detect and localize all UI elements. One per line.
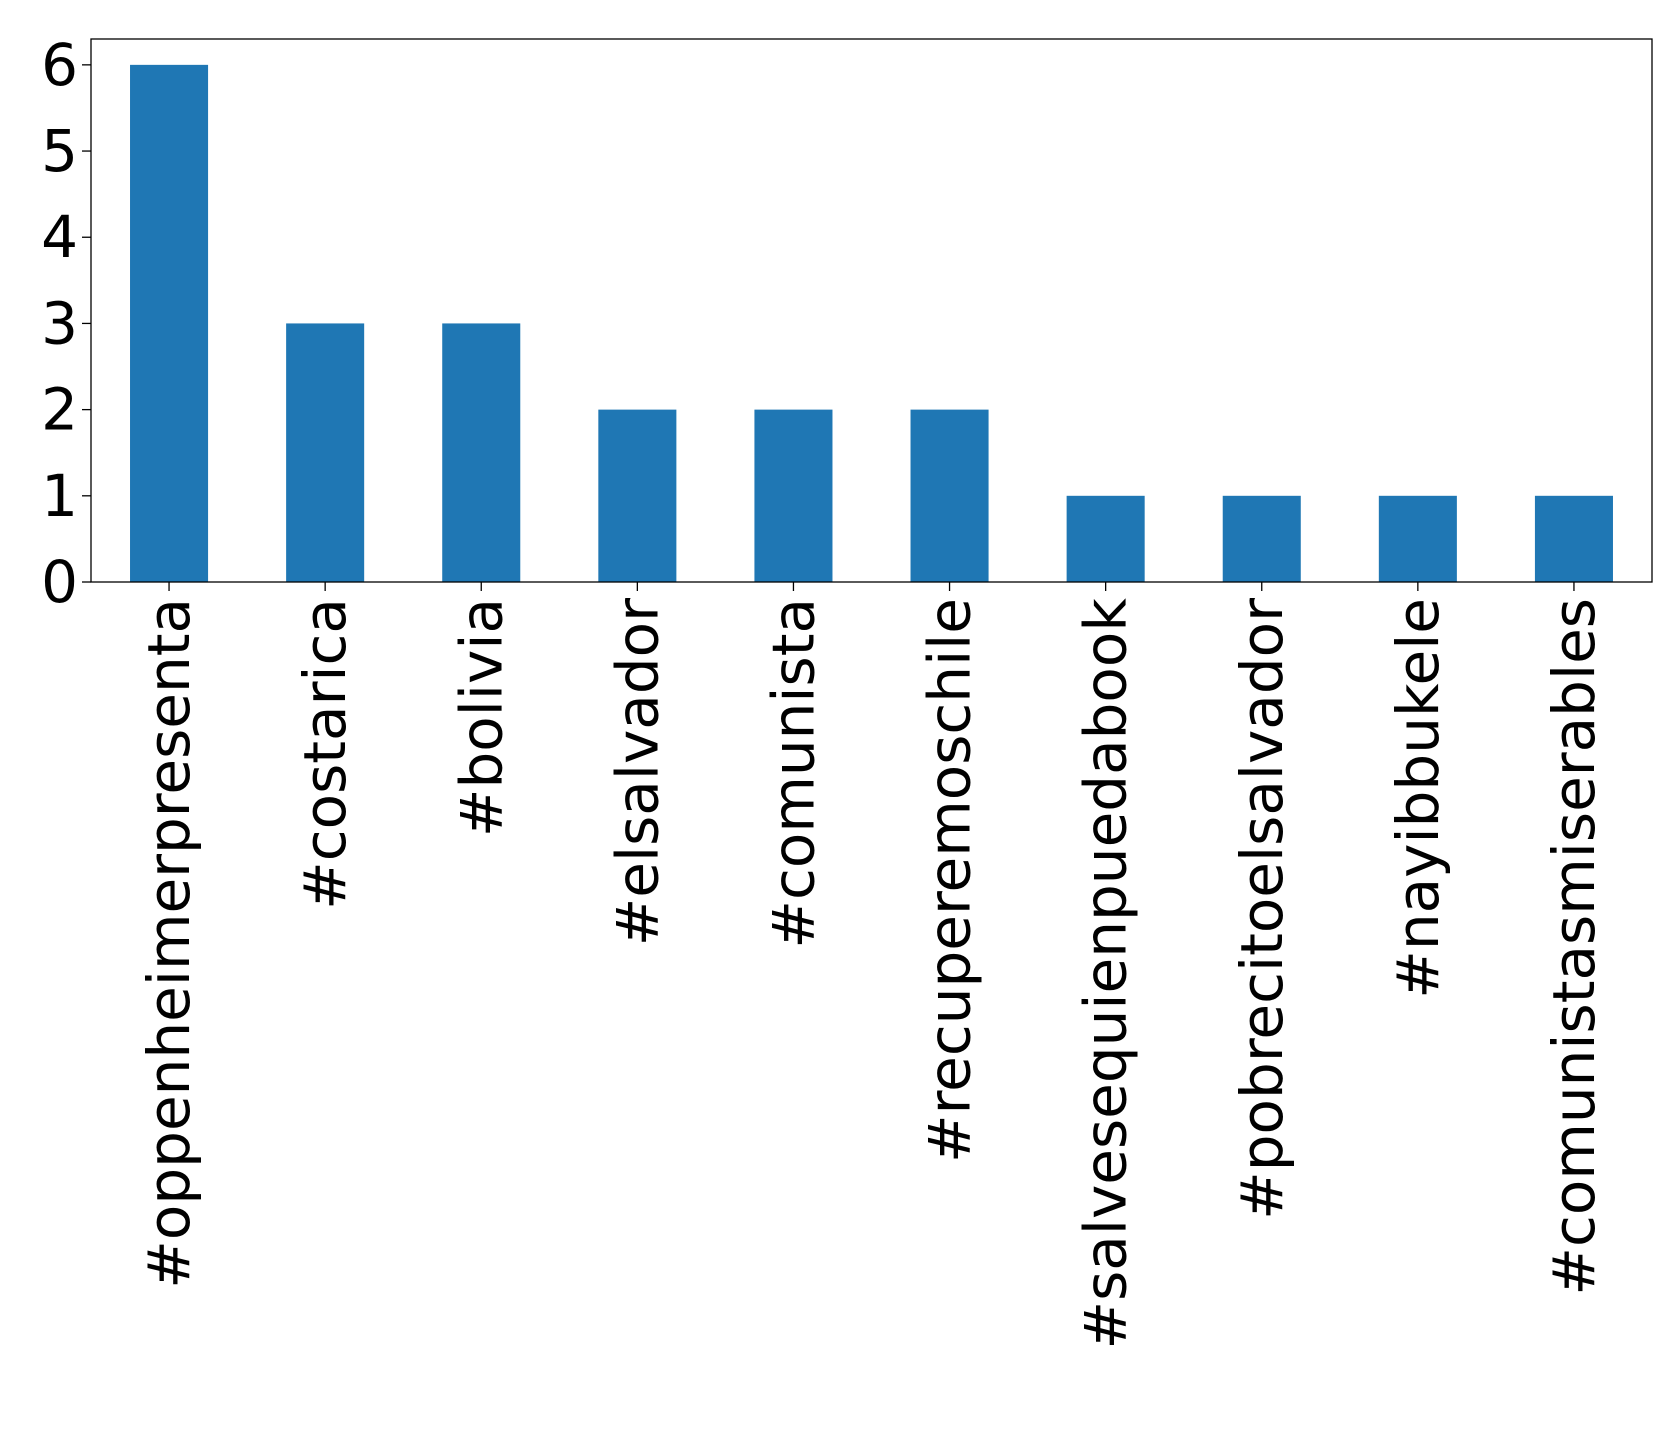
y-tick-label-1: 1	[41, 462, 78, 530]
x-tick-label-comunista: #comunista	[759, 598, 827, 949]
bar-elsalvador	[598, 409, 677, 582]
bar-comunista	[754, 409, 833, 582]
bar-salvesequienpuedabook	[1066, 495, 1145, 582]
bar-nayibbukele	[1378, 495, 1457, 582]
y-tick-label-2: 2	[41, 376, 78, 444]
plot-frame	[90, 38, 1653, 583]
bar-oppenheimerpresenta	[130, 64, 209, 583]
x-tick-label-nayibbukele: #nayibbukele	[1384, 598, 1452, 999]
x-tick-label-salvesequienpuedabook: #salvesequienpuedabook	[1072, 598, 1140, 1350]
bar-costarica	[286, 323, 365, 582]
y-tick-label-6: 6	[41, 31, 78, 99]
bar-pobrecitoelsalvador	[1222, 495, 1301, 582]
y-tick-label-3: 3	[41, 289, 78, 357]
x-tick-label-recuperemoschile: #recuperemoschile	[916, 598, 984, 1163]
y-tick-label-4: 4	[41, 203, 78, 271]
x-tick-label-pobrecitoelsalvador: #pobrecitoelsalvador	[1228, 598, 1296, 1220]
bar-bolivia	[442, 323, 521, 582]
y-axis: 0 1 2 3 4 5 6	[41, 31, 91, 616]
x-axis: #oppenheimerpresenta #costarica #bolivia #e…	[135, 582, 1608, 1350]
x-tick-label-costarica: #costarica	[291, 598, 359, 910]
y-tick-label-0: 0	[41, 548, 78, 616]
y-tick-label-5: 5	[41, 117, 78, 185]
bars-group	[130, 64, 1613, 583]
bar-comunistasmiserables	[1534, 495, 1613, 582]
bar-recuperemoschile	[910, 409, 989, 582]
x-tick-label-elsalvador: #elsalvador	[603, 598, 671, 946]
x-tick-label-comunistasmiserables: #comunistasmiserables	[1540, 598, 1608, 1296]
x-tick-label-bolivia: #bolivia	[447, 598, 515, 837]
x-tick-label-oppenheimerpresenta: #oppenheimerpresenta	[135, 598, 203, 1289]
